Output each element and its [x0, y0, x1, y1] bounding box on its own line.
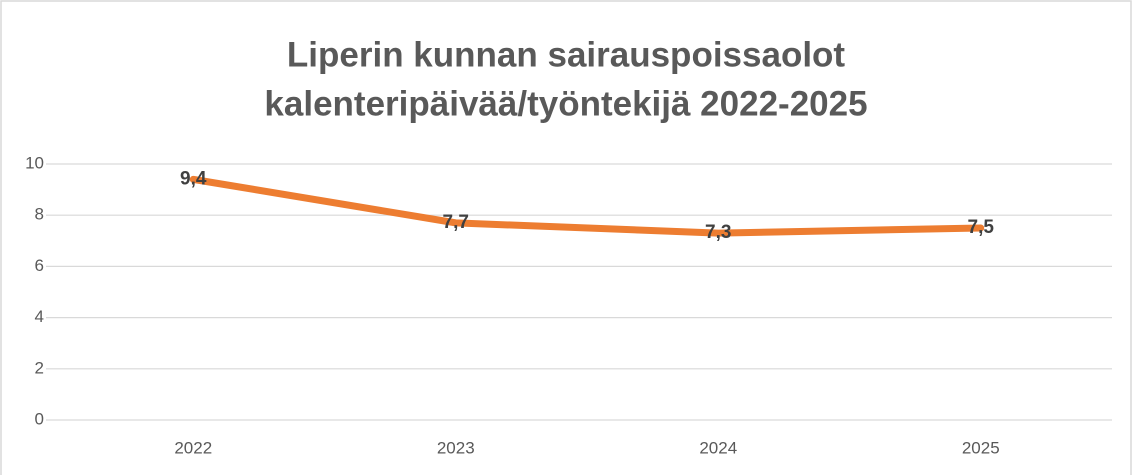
- chart-title: Liperin kunnan sairauspoissaolot: [287, 35, 846, 74]
- data-label: 7,3: [705, 222, 731, 243]
- data-label: 9,4: [180, 168, 207, 189]
- y-tick-label: 2: [35, 358, 44, 377]
- x-tick-label: 2023: [437, 438, 475, 457]
- x-tick-label: 2025: [962, 438, 1000, 457]
- y-tick-label: 6: [35, 256, 44, 275]
- y-tick-label: 10: [25, 153, 44, 172]
- y-tick-label: 0: [35, 409, 44, 428]
- y-tick-label: 8: [35, 205, 44, 224]
- data-label: 7,5: [968, 217, 995, 238]
- y-tick-label: 4: [35, 307, 44, 326]
- data-label: 7,7: [443, 212, 469, 233]
- x-tick-label: 2024: [699, 438, 737, 457]
- chart-title: kalenteripäivää/työntekijä 2022-2025: [264, 84, 867, 123]
- data-line: [189, 175, 985, 237]
- x-tick-label: 2022: [174, 438, 212, 457]
